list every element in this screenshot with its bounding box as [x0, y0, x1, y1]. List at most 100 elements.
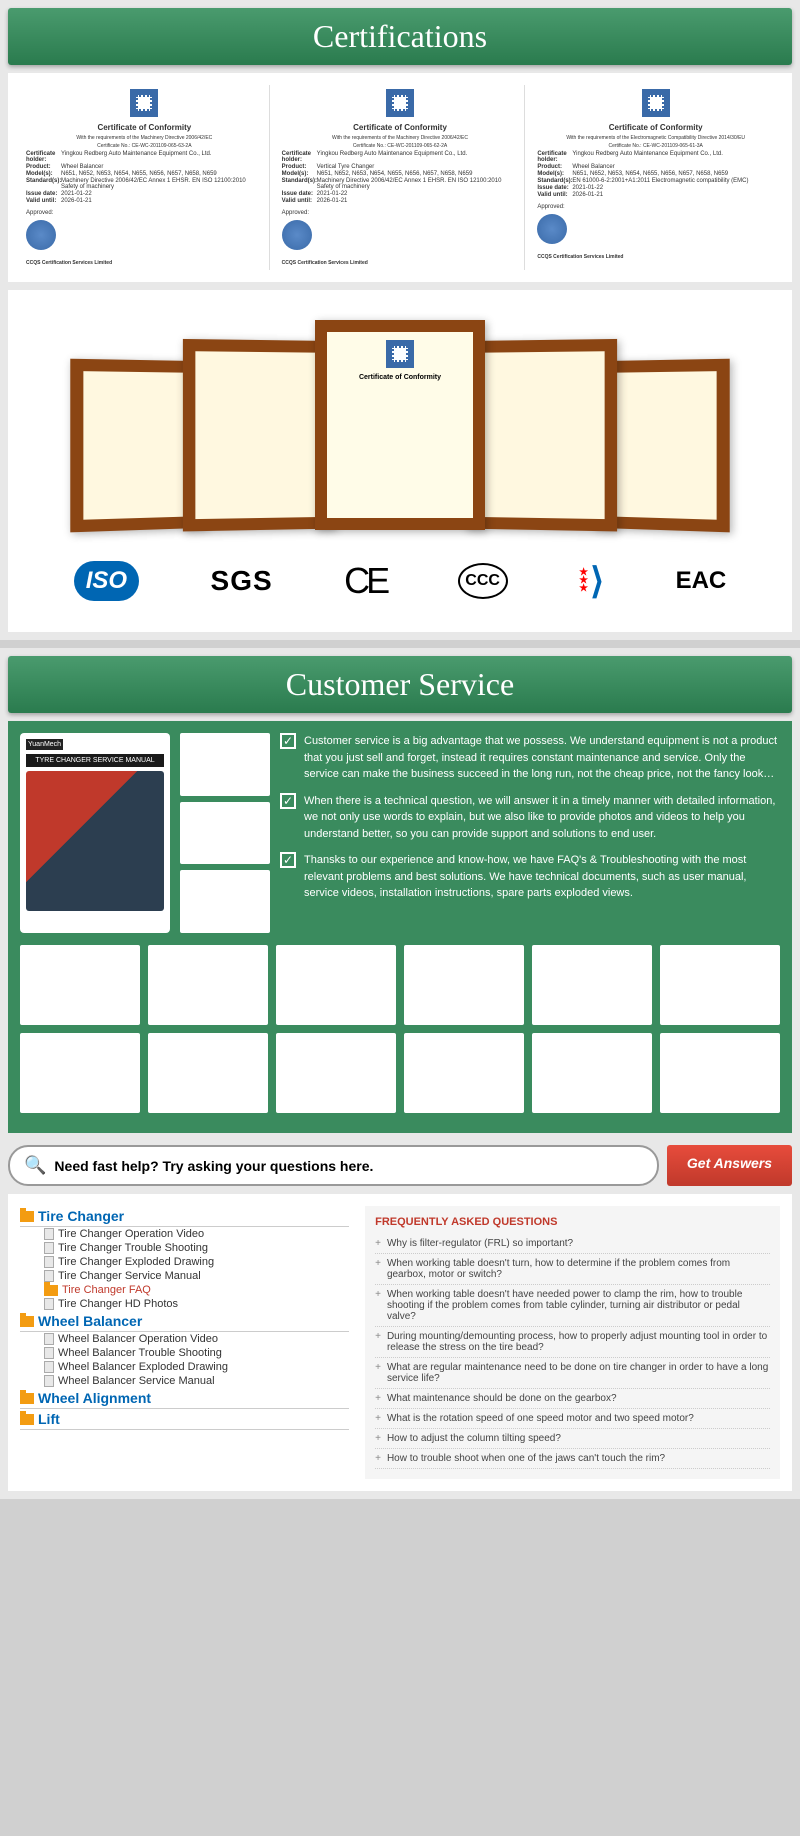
- sgs-logo: SGS: [211, 565, 273, 597]
- certifications-header: Certifications: [8, 8, 792, 65]
- star-logo: ★★★⟩: [579, 560, 604, 602]
- service-point: ✓Thansks to our experience and know-how,…: [280, 852, 780, 902]
- plus-icon: +: [375, 1238, 381, 1249]
- parts-column: [180, 733, 270, 933]
- file-icon: [44, 1228, 54, 1240]
- certificates-row: Certificate of Conformity With the requi…: [8, 73, 792, 282]
- faq-item[interactable]: +How to adjust the column tilting speed?: [375, 1429, 770, 1449]
- customer-service-section: Customer Service YuanMech TYRE CHANGER S…: [0, 648, 800, 1499]
- check-icon: ✓: [280, 793, 296, 809]
- file-icon: [44, 1285, 58, 1296]
- framed-cert-3: Certificate of Conformity: [315, 320, 485, 530]
- plus-icon: +: [375, 1413, 381, 1424]
- part-image-2: [180, 802, 270, 865]
- faq-panel: FREQUENTLY ASKED QUESTIONS +Why is filte…: [365, 1206, 780, 1479]
- tree-category[interactable]: Wheel Alignment: [20, 1388, 349, 1409]
- file-icon: [44, 1256, 54, 1268]
- thumbnail: [276, 1033, 396, 1113]
- eac-logo: EAC: [676, 567, 727, 595]
- bottom-panel: Tire ChangerTire Changer Operation Video…: [8, 1194, 792, 1491]
- thumbnail: [404, 1033, 524, 1113]
- tree-category[interactable]: Tire Changer: [20, 1206, 349, 1227]
- tree-item[interactable]: Wheel Balancer Operation Video: [20, 1332, 349, 1346]
- faq-title: FREQUENTLY ASKED QUESTIONS: [375, 1216, 770, 1228]
- part-image-1: [180, 733, 270, 796]
- plus-icon: +: [375, 1433, 381, 1444]
- service-body: YuanMech TYRE CHANGER SERVICE MANUAL ✓Cu…: [8, 721, 792, 1133]
- tree-item[interactable]: Tire Changer Trouble Shooting: [20, 1241, 349, 1255]
- help-search-input[interactable]: 🔍 Need fast help? Try asking your questi…: [8, 1145, 659, 1186]
- thumbnail: [20, 945, 140, 1025]
- file-icon: [44, 1375, 54, 1387]
- certificate-doc: Certificate of Conformity With the requi…: [531, 85, 780, 270]
- tree-item[interactable]: Wheel Balancer Trouble Shooting: [20, 1346, 349, 1360]
- plus-icon: +: [375, 1453, 381, 1464]
- service-point: ✓Customer service is a big advantage tha…: [280, 733, 780, 783]
- tree-item[interactable]: Tire Changer HD Photos: [20, 1297, 349, 1311]
- plus-icon: +: [375, 1393, 381, 1404]
- faq-item[interactable]: +What is the rotation speed of one speed…: [375, 1409, 770, 1429]
- certificate-doc: Certificate of Conformity With the requi…: [20, 85, 270, 270]
- search-icon: 🔍: [24, 1155, 46, 1176]
- service-manual-image: YuanMech TYRE CHANGER SERVICE MANUAL: [20, 733, 170, 933]
- file-icon: [44, 1347, 54, 1359]
- faq-item[interactable]: +When working table doesn't turn, how to…: [375, 1254, 770, 1285]
- folder-icon: [20, 1211, 34, 1222]
- file-icon: [44, 1242, 54, 1254]
- file-icon: [44, 1333, 54, 1345]
- faq-item[interactable]: +Why is filter-regulator (FRL) so import…: [375, 1234, 770, 1254]
- certificate-doc: Certificate of Conformity With the requi…: [276, 85, 526, 270]
- folder-icon: [20, 1393, 34, 1404]
- plus-icon: +: [375, 1289, 381, 1322]
- tree-item[interactable]: Tire Changer FAQ: [20, 1283, 349, 1297]
- ccc-logo: CCC: [458, 563, 508, 599]
- service-point: ✓When there is a technical question, we …: [280, 793, 780, 843]
- framed-certificates-row: Certificate of Conformity: [18, 310, 782, 530]
- service-top-row: YuanMech TYRE CHANGER SERVICE MANUAL ✓Cu…: [20, 733, 780, 933]
- thumbnails-row-1: [20, 945, 780, 1025]
- faq-list: +Why is filter-regulator (FRL) so import…: [375, 1234, 770, 1469]
- service-points: ✓Customer service is a big advantage tha…: [280, 733, 780, 933]
- tree-category[interactable]: Lift: [20, 1409, 349, 1430]
- part-image-3: [180, 870, 270, 933]
- tree-item[interactable]: Wheel Balancer Exploded Drawing: [20, 1360, 349, 1374]
- tree-item[interactable]: Wheel Balancer Service Manual: [20, 1374, 349, 1388]
- framed-certificates-panel: Certificate of Conformity ISO SGS CE CCC…: [8, 290, 792, 632]
- thumbnail: [276, 945, 396, 1025]
- tree-category[interactable]: Wheel Balancer: [20, 1311, 349, 1332]
- help-bar: 🔍 Need fast help? Try asking your questi…: [8, 1145, 792, 1186]
- faq-item[interactable]: +What maintenance should be done on the …: [375, 1389, 770, 1409]
- thumbnail: [404, 945, 524, 1025]
- file-icon: [44, 1270, 54, 1282]
- iso-logo: ISO: [74, 561, 139, 601]
- thumbnails-row-2: [20, 1033, 780, 1113]
- file-icon: [44, 1298, 54, 1310]
- tree-item[interactable]: Tire Changer Operation Video: [20, 1227, 349, 1241]
- file-icon: [44, 1361, 54, 1373]
- faq-item[interactable]: +When working table doesn't have needed …: [375, 1285, 770, 1327]
- folder-icon: [20, 1414, 34, 1425]
- tree-item[interactable]: Tire Changer Exploded Drawing: [20, 1255, 349, 1269]
- plus-icon: +: [375, 1331, 381, 1353]
- framed-cert-4: [465, 339, 617, 532]
- check-icon: ✓: [280, 852, 296, 868]
- tree-item[interactable]: Tire Changer Service Manual: [20, 1269, 349, 1283]
- check-icon: ✓: [280, 733, 296, 749]
- faq-item[interactable]: +How to trouble shoot when one of the ja…: [375, 1449, 770, 1469]
- folder-icon: [20, 1316, 34, 1327]
- ce-logo: CE: [344, 560, 386, 602]
- certification-logos-row: ISO SGS CE CCC ★★★⟩ EAC: [18, 550, 782, 612]
- faq-item[interactable]: +What are regular maintenance need to be…: [375, 1358, 770, 1389]
- thumbnail: [148, 1033, 268, 1113]
- thumbnail: [660, 1033, 780, 1113]
- get-answers-button[interactable]: Get Answers: [667, 1145, 792, 1186]
- thumbnail: [532, 945, 652, 1025]
- certifications-section: Certifications Certificate of Conformity…: [0, 0, 800, 640]
- plus-icon: +: [375, 1362, 381, 1384]
- thumbnail: [148, 945, 268, 1025]
- thumbnail: [660, 945, 780, 1025]
- plus-icon: +: [375, 1258, 381, 1280]
- faq-item[interactable]: +During mounting/demounting process, how…: [375, 1327, 770, 1358]
- thumbnail: [532, 1033, 652, 1113]
- framed-cert-2: [183, 339, 335, 532]
